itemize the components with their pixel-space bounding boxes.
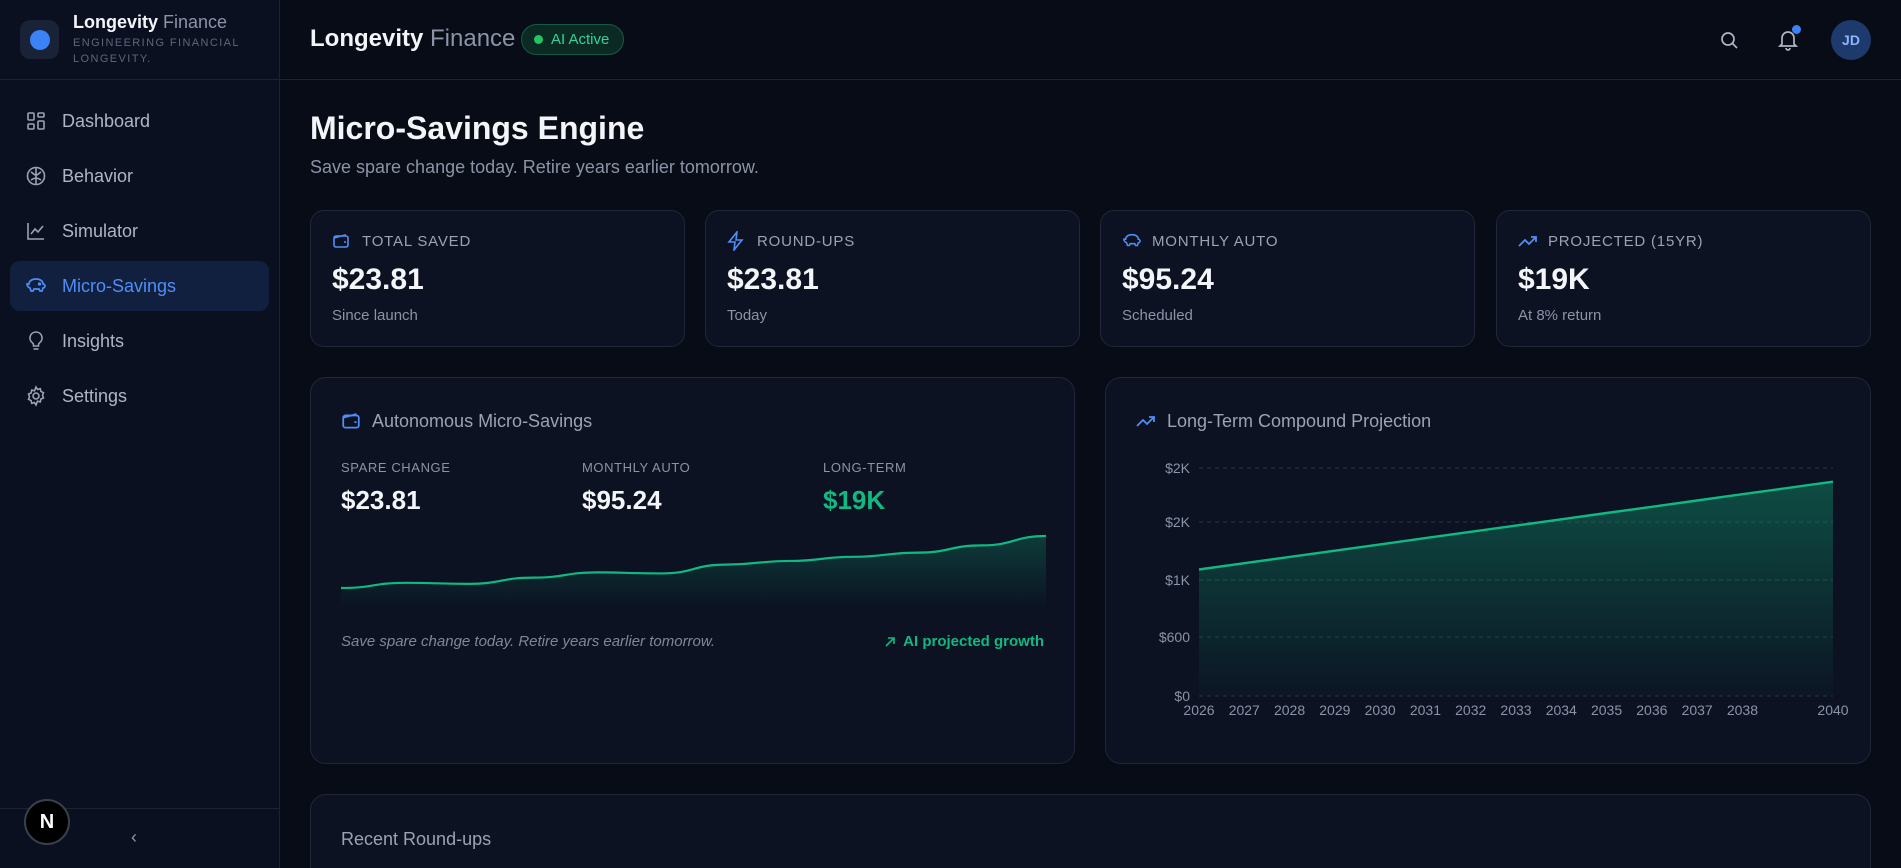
- piggy-bank-icon: [25, 275, 47, 297]
- savings-sparkline: [341, 534, 1046, 608]
- lightning-icon: [727, 231, 747, 251]
- stat-value: $95.24: [1122, 263, 1214, 296]
- x-tick-label: 2030: [1365, 702, 1396, 718]
- brand-logo[interactable]: [20, 20, 59, 59]
- sidebar-nav: Dashboard Behavior Simulator Micro-Savin…: [0, 80, 279, 442]
- sidebar-item-label: Insights: [62, 330, 125, 351]
- stat-note: Today: [727, 307, 768, 324]
- projection-panel: Long-Term Compound Projection $2K $2K $1K $…: [1105, 377, 1871, 764]
- sidebar-item-settings[interactable]: Settings: [10, 371, 269, 421]
- x-tick-label: 2031: [1410, 702, 1441, 718]
- stat-label: TOTAL SAVED: [362, 232, 472, 250]
- sidebar-item-insights[interactable]: Insights: [10, 316, 269, 366]
- x-tick-label: 2027: [1229, 702, 1260, 718]
- bell-icon[interactable]: [1776, 25, 1801, 52]
- arrow-up-right-icon: [885, 636, 895, 647]
- stat-card-round-ups: ROUND-UPS $23.81 Today: [705, 210, 1080, 347]
- avatar[interactable]: JD: [1831, 20, 1871, 60]
- sidebar-item-label: Micro-Savings: [62, 275, 177, 296]
- trending-up-icon: [1136, 410, 1158, 432]
- stat-note: Scheduled: [1122, 307, 1193, 324]
- panel-title: Recent Round-ups: [341, 829, 492, 849]
- stat-card-total-saved: TOTAL SAVED $23.81 Since launch: [310, 210, 685, 347]
- recent-roundups-panel: Recent Round-ups: [310, 794, 1871, 868]
- projection-chart: $2K $2K $1K $600 $0 2026 2027 2028 2029 2030 2031…: [1159, 460, 1849, 718]
- stat-card-projected: PROJECTED (15YR) $19K At 8% return: [1496, 210, 1871, 347]
- stat-card-monthly-auto: MONTHLY AUTO $95.24 Scheduled: [1100, 210, 1475, 347]
- stat-value: $23.81: [727, 263, 819, 296]
- piggy-bank-icon: [1122, 231, 1142, 251]
- micro-savings-note: Save spare change today. Retire years ea…: [341, 633, 716, 650]
- x-tick-label: 2036: [1636, 702, 1667, 718]
- sidebar-item-simulator[interactable]: Simulator: [10, 206, 269, 256]
- monthly-auto-metric: MONTHLY AUTO $95.24: [582, 460, 691, 515]
- stat-label: PROJECTED (15YR): [1548, 232, 1704, 250]
- y-tick-label: $1K: [1165, 572, 1191, 588]
- brand-title: Longevity Finance: [73, 12, 228, 32]
- long-term-metric: LONG-TERM $19K: [823, 460, 907, 515]
- line-chart-icon: [25, 220, 47, 242]
- x-tick-label: 2028: [1274, 702, 1305, 718]
- x-tick-label: 2040: [1817, 702, 1848, 718]
- ai-growth-link[interactable]: AI projected growth: [883, 633, 1044, 650]
- brand-tagline: ENGINEERING FINANCIAL LONGEVITY.: [73, 37, 240, 65]
- stat-note: At 8% return: [1518, 307, 1602, 324]
- search-icon[interactable]: [1717, 28, 1741, 52]
- x-tick-label: 2032: [1455, 702, 1486, 718]
- sidebar-footer: N ‹: [0, 799, 280, 868]
- stat-note: Since launch: [332, 307, 418, 324]
- brand: Longevity Finance ENGINEERING FINANCIAL …: [0, 0, 279, 80]
- notification-dot: [1792, 25, 1801, 34]
- page-title: Micro-Savings Engine: [310, 110, 645, 146]
- sidebar-item-behavior[interactable]: Behavior: [10, 151, 269, 201]
- micro-savings-panel: Autonomous Micro-Savings SPARE CHANGE $2…: [310, 377, 1075, 764]
- panel-title: Autonomous Micro-Savings: [372, 410, 593, 431]
- x-tick-label: 2026: [1183, 702, 1214, 718]
- sidebar: Longevity Finance ENGINEERING FINANCIAL …: [0, 0, 280, 868]
- y-tick-label: $2K: [1165, 460, 1191, 476]
- trending-up-icon: [1518, 231, 1538, 251]
- projection-line: [1198, 480, 1834, 571]
- stat-label: ROUND-UPS: [757, 232, 856, 250]
- x-tick-label: 2037: [1682, 702, 1713, 718]
- stat-value: $23.81: [332, 263, 424, 296]
- y-tick-label: $600: [1159, 629, 1190, 645]
- x-tick-label: 2034: [1546, 702, 1577, 718]
- y-tick-label: $0: [1174, 688, 1190, 704]
- x-tick-label: 2029: [1319, 702, 1350, 718]
- sidebar-item-label: Behavior: [62, 165, 134, 186]
- header-title: Longevity Finance: [310, 25, 516, 52]
- sidebar-item-micro-savings[interactable]: Micro-Savings: [10, 261, 269, 311]
- y-tick-label: $2K: [1165, 514, 1191, 530]
- stat-label: MONTHLY AUTO: [1152, 232, 1279, 250]
- gear-icon: [25, 385, 47, 407]
- x-tick-label: 2038: [1727, 702, 1758, 718]
- x-tick-label: 2033: [1500, 702, 1531, 718]
- spare-change-metric: SPARE CHANGE $23.81: [341, 460, 451, 515]
- x-tick-label: 2035: [1591, 702, 1622, 718]
- sparkline-line: [341, 534, 1046, 590]
- page-subtitle: Save spare change today. Retire years ea…: [310, 157, 759, 177]
- sparkline-area: [341, 536, 1046, 608]
- grid-icon: [25, 110, 47, 132]
- lightbulb-icon: [25, 330, 47, 352]
- sidebar-item-label: Settings: [62, 385, 128, 406]
- projection-area: [1199, 481, 1833, 696]
- ai-status-badge: AI Active: [521, 24, 625, 55]
- topbar: Longevity Finance AI Active JD: [280, 0, 1901, 80]
- wallet-icon: [332, 231, 352, 251]
- n-badge[interactable]: N: [24, 799, 70, 845]
- sidebar-item-label: Simulator: [62, 220, 139, 241]
- brain-icon: [25, 165, 47, 187]
- sidebar-item-dashboard[interactable]: Dashboard: [10, 96, 269, 146]
- stat-value: $19K: [1518, 263, 1590, 296]
- collapse-sidebar-button[interactable]: ‹: [131, 827, 137, 847]
- status-dot-icon: [534, 35, 543, 44]
- panel-title: Long-Term Compound Projection: [1167, 410, 1432, 431]
- wallet-icon: [341, 410, 363, 432]
- sidebar-item-label: Dashboard: [62, 110, 151, 131]
